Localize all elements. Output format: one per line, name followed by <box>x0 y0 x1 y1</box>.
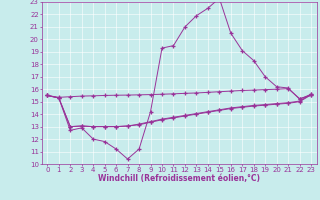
X-axis label: Windchill (Refroidissement éolien,°C): Windchill (Refroidissement éolien,°C) <box>98 174 260 183</box>
